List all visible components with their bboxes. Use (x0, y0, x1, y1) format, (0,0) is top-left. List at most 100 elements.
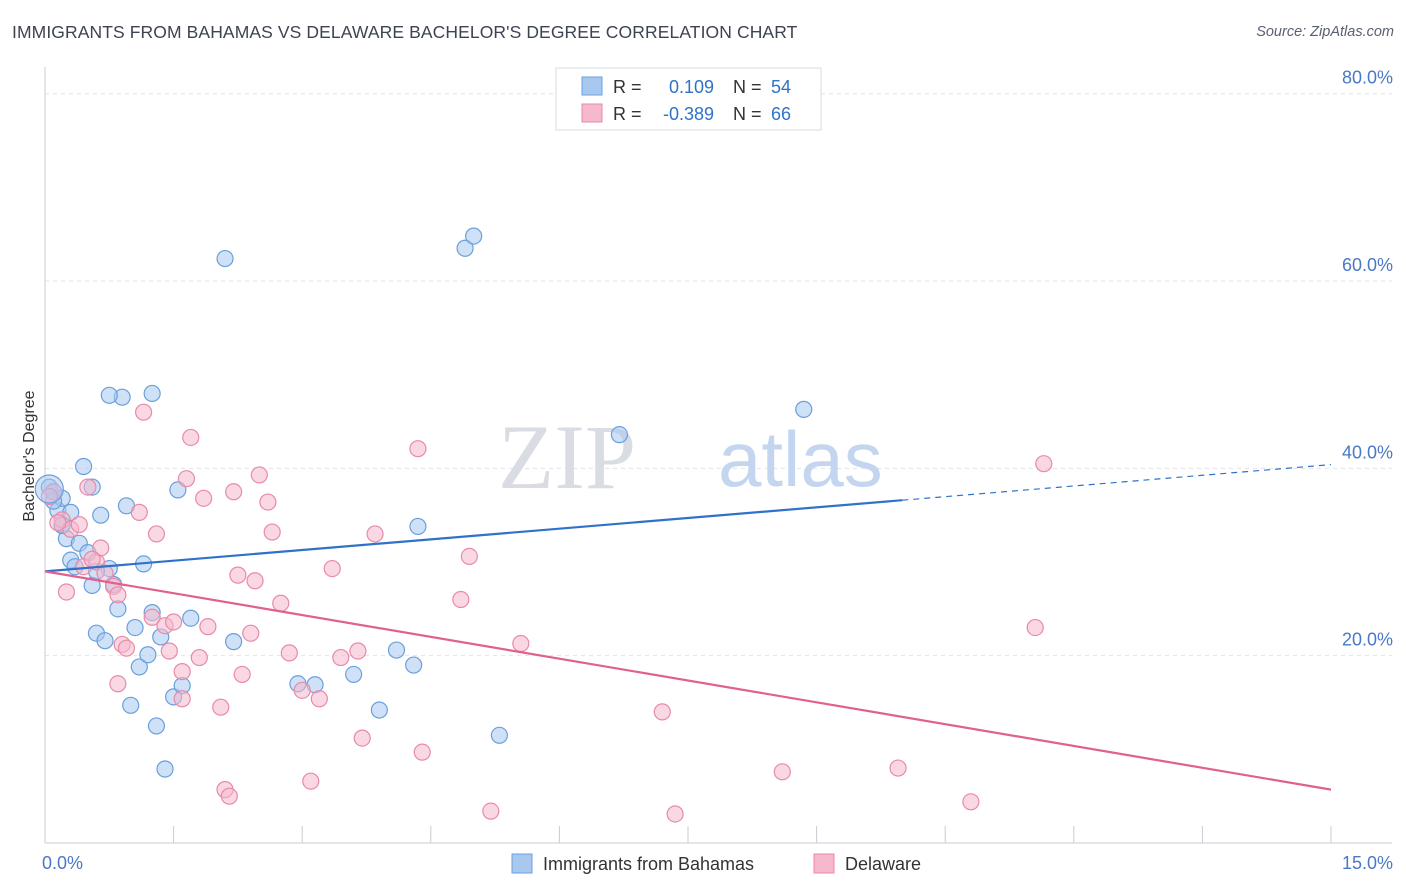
delaware-point (332, 648, 350, 667)
delaware-point (165, 613, 183, 631)
watermark-zip: ZIP (498, 406, 636, 508)
delaware-point (310, 690, 328, 708)
legend-r-value-pink: -0.389 (663, 104, 714, 124)
data-points (34, 227, 1053, 823)
bahamas-point (126, 618, 144, 637)
tick-labels: 20.0% 40.0% 60.0% 80.0% 0.0% 15.0% (42, 68, 1393, 873)
delaware-point (323, 559, 341, 578)
delaware-point (482, 802, 500, 820)
bottom-legend-swatch-pink (813, 853, 835, 874)
delaware-point (160, 642, 178, 660)
delaware-point (134, 403, 153, 421)
delaware-point (409, 440, 427, 458)
bahamas-trend-extension (902, 464, 1332, 501)
bahamas-point (130, 658, 148, 676)
delaware-point (512, 634, 530, 653)
x-tick-label: 15.0% (1342, 853, 1393, 873)
bahamas-point (610, 426, 629, 444)
delaware-point (250, 466, 268, 484)
delaware-point (259, 493, 277, 511)
delaware-point (666, 805, 684, 823)
delaware-point (109, 675, 127, 693)
delaware-point (220, 787, 238, 805)
y-tick-label: 60.0% (1342, 255, 1393, 275)
delaware-point (199, 618, 217, 636)
delaware-point (962, 793, 980, 811)
chart-title: IMMIGRANTS FROM BAHAMAS VS DELAWARE BACH… (12, 22, 798, 42)
axes (44, 67, 1392, 844)
bottom-legend-label-blue: Immigrants from Bahamas (543, 854, 754, 874)
bahamas-point (370, 701, 388, 719)
delaware-point (263, 523, 281, 541)
delaware-point (173, 663, 191, 681)
x-tick-label: 0.0% (42, 853, 83, 873)
delaware-point (460, 547, 478, 566)
bottom-legend-swatch-blue (511, 853, 533, 874)
delaware-point (413, 743, 431, 761)
delaware-point (70, 515, 88, 534)
bahamas-point (216, 249, 234, 268)
y-axis-label: Bachelor's Degree (21, 390, 38, 521)
bahamas-point (96, 632, 114, 650)
legend-n-value-pink: 66 (771, 104, 791, 124)
bahamas-cluster-point (34, 474, 64, 504)
delaware-point (182, 428, 200, 447)
legend-swatch-blue (581, 76, 603, 96)
watermark-atlas: atlas (718, 415, 883, 503)
y-tick-label: 40.0% (1342, 442, 1393, 462)
bahamas-point (182, 609, 200, 627)
delaware-point (353, 729, 371, 747)
bahamas-point (456, 239, 474, 257)
correlation-legend: R = 0.109 N = 54 R = -0.389 N = 66 (555, 67, 822, 131)
bahamas-point (795, 400, 813, 418)
y-tick-label: 80.0% (1342, 68, 1393, 88)
delaware-point (272, 594, 290, 612)
delaware-point (190, 648, 208, 667)
legend-r-label-pink: R = (613, 104, 642, 124)
delaware-point (49, 514, 67, 532)
delaware-point (117, 639, 136, 657)
grid-lines (45, 93, 1392, 657)
bahamas-point (100, 386, 118, 404)
bahamas-point (92, 506, 110, 524)
delaware-point (57, 583, 76, 601)
delaware-point (246, 572, 264, 590)
bahamas-point (74, 457, 93, 476)
bahamas-point (147, 717, 166, 735)
delaware-point (229, 566, 247, 584)
source-credit: Source: ZipAtlas.com (1256, 24, 1394, 40)
delaware-point (143, 608, 161, 626)
legend-n-label-pink: N = (733, 104, 762, 124)
series-legend: Immigrants from Bahamas Delaware (511, 853, 921, 874)
bahamas-point (156, 760, 174, 778)
delaware-point (83, 550, 101, 568)
delaware-point (773, 763, 791, 781)
delaware-point (177, 470, 196, 488)
bahamas-point (143, 384, 161, 403)
bahamas-point (122, 696, 140, 714)
delaware-point (225, 483, 243, 501)
bahamas-point (345, 665, 363, 684)
delaware-point (452, 590, 470, 609)
legend-n-label-blue: N = (733, 77, 762, 97)
trend-lines (44, 464, 1332, 791)
delaware-point (233, 665, 251, 684)
delaware-point (280, 644, 298, 662)
delaware-point (242, 624, 260, 642)
delaware-point (889, 759, 907, 777)
bahamas-point (225, 633, 243, 651)
bahamas-point (387, 641, 406, 659)
delaware-point (366, 525, 384, 543)
delaware-trend-line (44, 570, 1332, 791)
bahamas-trend-line (44, 499, 903, 573)
y-tick-label: 20.0% (1342, 630, 1393, 650)
delaware-point (349, 642, 367, 660)
delaware-point (212, 698, 230, 716)
delaware-point (1026, 618, 1044, 637)
watermark: ZIP atlas (498, 406, 883, 508)
delaware-point (195, 489, 213, 507)
bottom-legend-label-pink: Delaware (845, 854, 921, 874)
delaware-point (1035, 455, 1053, 473)
delaware-point (173, 690, 191, 708)
